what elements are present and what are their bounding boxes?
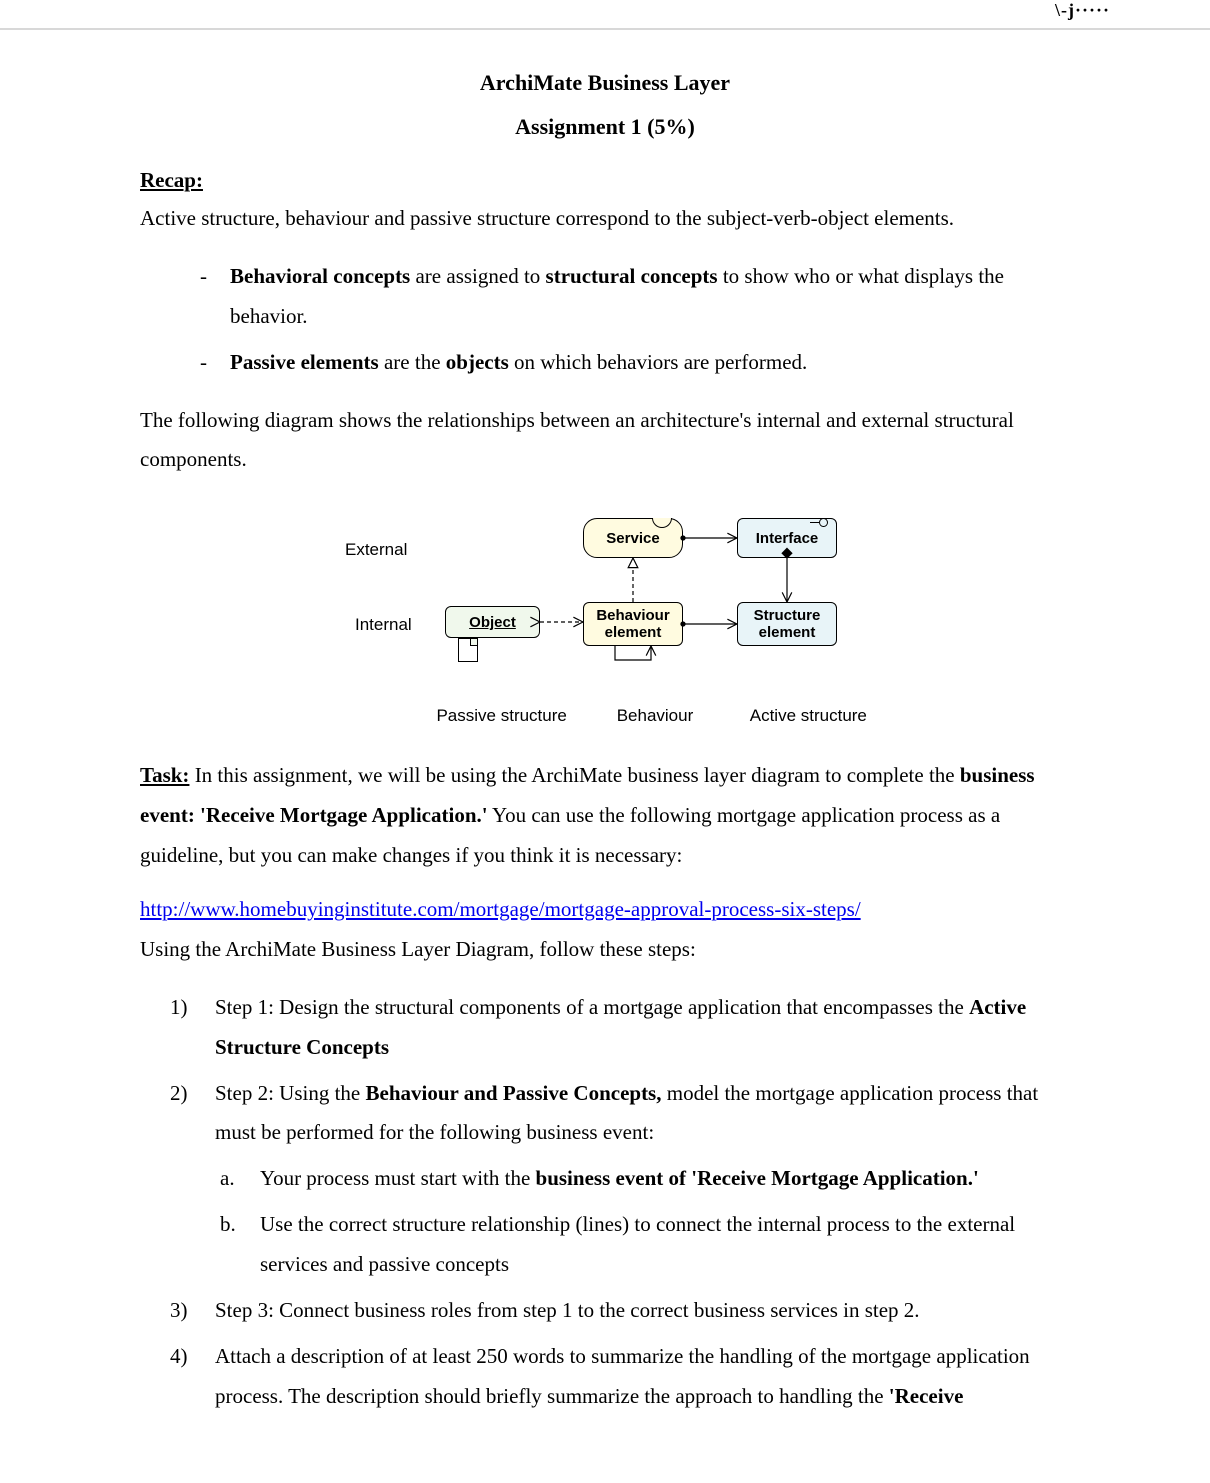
substep-letter: a. <box>220 1159 260 1199</box>
node-behaviour-element: Behaviour element <box>583 602 683 646</box>
step-number: 2) <box>170 1074 215 1154</box>
node-label: Service <box>606 530 659 547</box>
step-text: Behaviour and Passive Concepts, <box>366 1081 662 1105</box>
interface-lollipop-icon <box>810 518 828 526</box>
substep-text: Use the correct structure relationship (… <box>260 1205 1070 1285</box>
bullet-text: structural concepts <box>546 264 718 288</box>
step-text: Step 2: Using the <box>215 1081 366 1105</box>
col-label-passive: Passive structure <box>425 706 578 726</box>
task-paragraph-1: Task: In this assignment, we will be usi… <box>140 756 1070 876</box>
archimate-diagram: External Internal Object Service Interfa… <box>325 510 885 726</box>
substeps-list: a. Your process must start with the busi… <box>220 1159 1070 1285</box>
recap-after: The following diagram shows the relation… <box>140 401 1070 481</box>
step-item: 3) Step 3: Connect business roles from s… <box>170 1291 1070 1331</box>
task-text: In this assignment, we will be using the… <box>189 763 959 787</box>
step-number: 3) <box>170 1291 215 1331</box>
bullet-text: are the <box>379 350 446 374</box>
step-text: 'Receive <box>889 1384 964 1408</box>
bullet-dash: - <box>200 343 230 383</box>
node-structure-element: Structure element <box>737 602 837 646</box>
col-label-active: Active structure <box>732 706 885 726</box>
node-label: element <box>596 624 669 641</box>
service-notch-icon <box>652 518 672 528</box>
step-number: 1) <box>170 988 215 1068</box>
doc-title-1: ArchiMate Business Layer <box>140 70 1070 96</box>
node-service: Service <box>583 518 683 558</box>
bullet-text: are assigned to <box>410 264 545 288</box>
node-label: Object <box>469 614 516 631</box>
steps-list: 1) Step 1: Design the structural compone… <box>170 988 1070 1417</box>
step-item: 1) Step 1: Design the structural compone… <box>170 988 1070 1068</box>
row-label-internal: Internal <box>355 615 412 635</box>
step-item: 2) Step 2: Using the Behaviour and Passi… <box>170 1074 1070 1154</box>
top-divider <box>0 28 1210 30</box>
node-object: Object <box>445 606 540 638</box>
recap-intro: Active structure, behaviour and passive … <box>140 199 1070 239</box>
document-page: \-j····· ArchiMate Business Layer Assign… <box>0 0 1210 1483</box>
step-text: Step 3: Connect business roles from step… <box>215 1291 920 1331</box>
substep-item: a. Your process must start with the busi… <box>220 1159 1070 1199</box>
node-label: Interface <box>756 530 819 547</box>
substep-text: Your process must start with the <box>260 1166 536 1190</box>
task-link-line: http://www.homebuyinginstitute.com/mortg… <box>140 890 1070 930</box>
bullet-item: - Passive elements are the objects on wh… <box>200 343 1070 383</box>
node-interface: Interface <box>737 518 837 558</box>
recap-bullets: - Behavioral concepts are assigned to st… <box>200 257 1070 383</box>
doc-title-2: Assignment 1 (5%) <box>140 114 1070 140</box>
task-heading: Task: <box>140 763 189 787</box>
bullet-text: on which behaviors are performed. <box>509 350 808 374</box>
bullet-item: - Behavioral concepts are assigned to st… <box>200 257 1070 337</box>
node-label: Structure <box>754 607 821 624</box>
node-label: Behaviour <box>596 607 669 624</box>
bullet-text: objects <box>446 350 509 374</box>
bullet-text: Behavioral concepts <box>230 264 410 288</box>
step-item: 4) Attach a description of at least 250 … <box>170 1337 1070 1417</box>
bullet-dash: - <box>200 257 230 337</box>
task-paragraph-2: Using the ArchiMate Business Layer Diagr… <box>140 930 1070 970</box>
recap-heading: Recap: <box>140 168 1070 193</box>
col-label-behaviour: Behaviour <box>578 706 731 726</box>
step-text: Step 1: Design the structural components… <box>215 995 969 1019</box>
substep-text: business event of 'Receive Mortgage Appl… <box>536 1166 979 1190</box>
column-labels: Passive structure Behaviour Active struc… <box>325 706 885 726</box>
row-label-external: External <box>345 540 407 560</box>
substep-item: b. Use the correct structure relationshi… <box>220 1205 1070 1285</box>
step-number: 4) <box>170 1337 215 1417</box>
bullet-text: Passive elements <box>230 350 379 374</box>
reference-link[interactable]: http://www.homebuyinginstitute.com/mortg… <box>140 897 861 921</box>
document-icon <box>458 638 478 662</box>
header-fragment: \-j····· <box>1055 0 1110 21</box>
node-label: element <box>754 624 821 641</box>
substep-letter: b. <box>220 1205 260 1285</box>
